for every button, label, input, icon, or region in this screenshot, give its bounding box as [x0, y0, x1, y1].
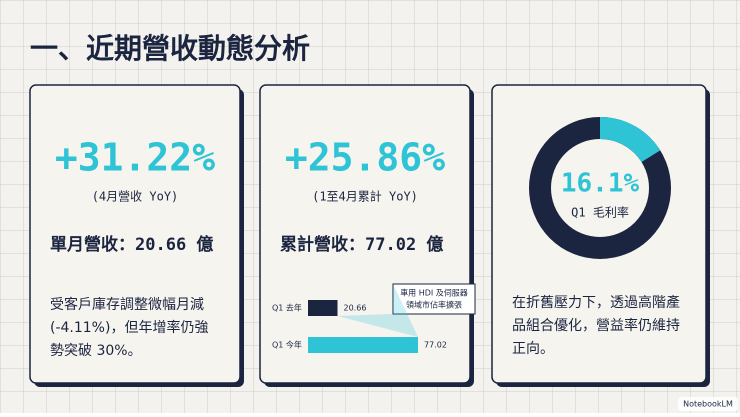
body-line: 品組合優化，營益率仍維持: [512, 317, 680, 334]
donut-segment: [599, 117, 661, 163]
metric: 單月營收：20.66 億: [50, 234, 213, 255]
subtitle: (4月營收 YoY): [92, 190, 179, 204]
annotation: 車用 HDI 及伺服器: [400, 288, 468, 298]
headline: +25.86%: [285, 136, 445, 180]
footer: NotebookLM: [683, 400, 733, 409]
body-line: 受客戶庫存調整微幅月減: [50, 296, 204, 313]
subtitle: (1至4月累計 YoY): [312, 189, 418, 204]
value-label: 77.02: [424, 341, 447, 350]
card-box: [29, 84, 241, 384]
metric: 累計營收：77.02 億: [280, 234, 443, 255]
body-line: (-4.11%)，但年增率仍強: [50, 319, 208, 336]
value-label: 20.66: [344, 304, 367, 313]
bar: [308, 300, 338, 316]
body-line: 在折舊壓力下，透過高階產: [512, 294, 680, 311]
slide-title: 一、近期營收動態分析: [30, 32, 310, 65]
bar: [308, 337, 418, 353]
annotation-connector: [337, 284, 418, 337]
donut-value: 16.1%: [561, 169, 640, 199]
bar-category: Q1 今年: [272, 340, 302, 350]
body-line: 勢突破 30%。: [50, 343, 142, 359]
annotation-box: [392, 283, 476, 315]
footer-badge: [678, 397, 738, 411]
bar-category: Q1 去年: [272, 303, 302, 313]
card: +31.22% (4月營收 YoY) 單月營收：20.66 億 受客戶庫存調整微…: [29, 84, 244, 387]
headline: +31.22%: [55, 136, 215, 180]
annotation: 領域市佔率擴張: [406, 300, 462, 310]
donut-label: Q1 毛利率: [571, 205, 629, 220]
body-line: 正向。: [512, 341, 554, 357]
